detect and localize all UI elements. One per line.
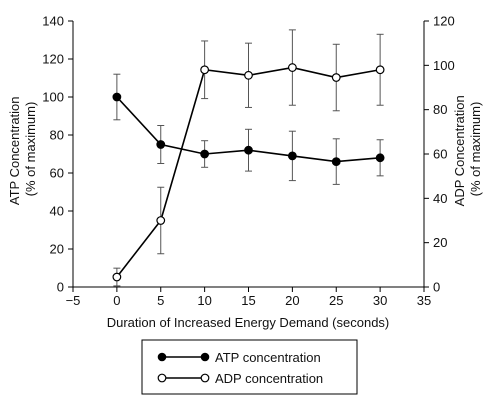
y-left-axis-ticks: 0 20 40 60 80 100 120 140 [42,14,73,295]
y-left-axis-title-line1: ATP Concentration [7,96,22,205]
x-tick-label: −5 [66,293,81,308]
y-left-tick-label: 80 [50,128,64,143]
y-right-tick-label: 80 [433,102,447,117]
x-tick-label: 5 [157,293,164,308]
x-tick-label: 0 [113,293,120,308]
x-tick-label: 35 [417,293,431,308]
x-tick-label: 30 [373,293,387,308]
atp-data-point [375,153,385,163]
legend-atp-label: ATP concentration [215,350,321,365]
x-tick-label: 10 [197,293,211,308]
legend-atp-marker-left [157,352,167,362]
y-left-tick-label: 120 [42,52,64,67]
y-right-tick-label: 60 [433,147,447,162]
legend: ATP concentration ADP concentration [141,339,358,395]
plot-area [112,29,385,287]
y-right-tick-label: 100 [433,58,455,73]
atp-data-point [287,151,297,161]
x-tick-label: 15 [241,293,255,308]
atp-data-point [244,145,253,155]
legend-adp-marker-left [157,373,167,383]
atp-series [112,73,385,185]
legend-adp-marker-right [200,373,210,383]
y-left-tick-label: 0 [57,280,64,295]
legend-box [141,339,358,395]
y-left-tick-label: 40 [50,204,64,219]
x-axis-ticks: −5 0 5 10 15 20 25 30 35 [66,287,431,308]
atp-data-point [156,140,166,149]
legend-atp-marker-right [200,352,210,362]
adp-data-point [112,272,122,282]
y-right-axis-title: ADP Concentration (% of maximum) [452,92,483,207]
y-right-axis-title-line1: ADP Concentration [452,95,467,206]
atp-data-point [200,149,210,159]
y-left-axis-title: ATP Concentration (% of maximum) [7,93,38,205]
adp-data-point [244,70,253,80]
adp-data-point [287,63,297,72]
y-left-tick-label: 140 [42,14,64,29]
adp-series [112,29,385,287]
y-right-tick-label: 20 [433,235,447,250]
atp-data-point [331,157,341,167]
y-right-tick-label: 40 [433,191,447,206]
adp-data-point [375,65,385,75]
y-right-tick-label: 120 [433,14,455,29]
adp-data-point [331,73,341,82]
x-axis-title: Duration of Increased Energy Demand (sec… [107,315,390,330]
adp-data-point [200,65,210,75]
y-left-tick-label: 20 [50,242,64,257]
y-right-axis-title-line2: (% of maximum) [468,102,483,197]
y-right-axis-ticks: 0 20 40 60 80 100 120 [424,14,455,295]
y-left-tick-label: 100 [42,90,64,105]
x-tick-label: 20 [285,293,299,308]
legend-adp-label: ADP concentration [215,371,323,386]
y-left-tick-label: 60 [50,166,64,181]
atp-data-point [112,92,122,102]
adp-data-point [156,216,166,225]
x-tick-label: 25 [329,293,343,308]
y-right-tick-label: 0 [433,280,440,295]
y-left-axis-title-line2: (% of maximum) [23,102,38,197]
